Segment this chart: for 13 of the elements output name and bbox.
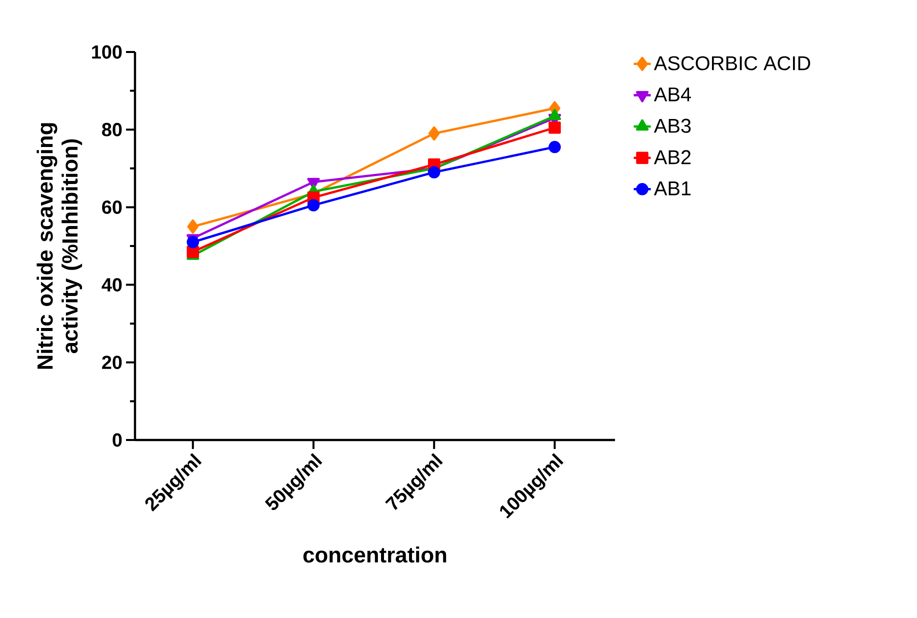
y-tick-label: 100	[92, 45, 122, 59]
y-tick-label: 0	[112, 433, 122, 447]
legend-label: AB1	[654, 182, 691, 196]
legend-label: AB2	[654, 150, 691, 164]
y-axis-title: Nitric oxide scavenging activity (%Inhibition)	[36, 123, 82, 369]
legend-label: ASCORBIC ACID	[654, 56, 810, 70]
legend-label: AB4	[654, 88, 691, 102]
y-tick-label: 40	[102, 278, 122, 292]
y-tick-label: 60	[102, 200, 122, 214]
y-tick-label: 20	[102, 356, 122, 370]
y-tick-label: 80	[102, 122, 122, 136]
legend-label: AB3	[654, 118, 691, 133]
x-axis-title: concentration	[303, 546, 446, 563]
